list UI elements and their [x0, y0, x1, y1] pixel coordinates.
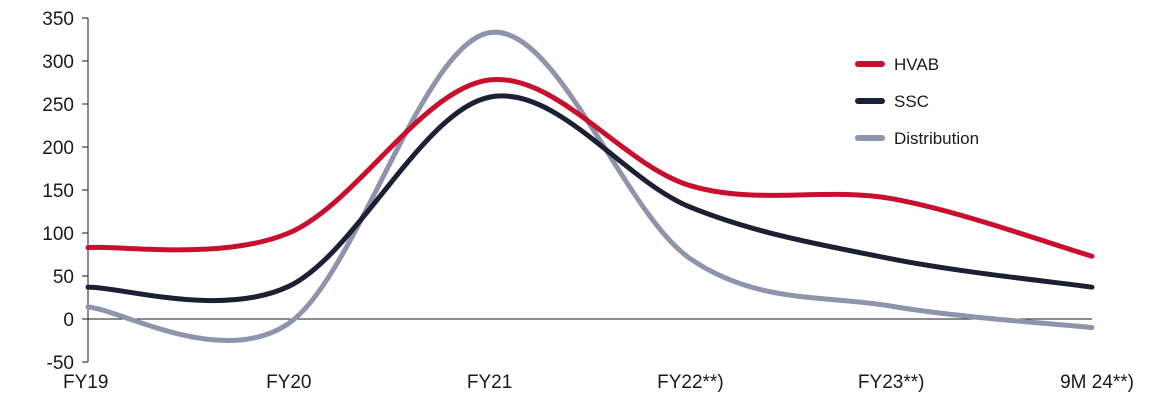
- x-tick-label: FY21: [467, 372, 512, 393]
- legend-label-hvab: HVAB: [894, 55, 939, 74]
- y-tick-label: 350: [42, 9, 74, 30]
- legend: HVAB SSC Distribution: [855, 55, 979, 148]
- series-line-distribution: [85, 30, 1095, 343]
- y-tick-label: 50: [53, 267, 74, 288]
- y-tick-label: 200: [42, 138, 74, 159]
- series-layer: [85, 30, 1095, 343]
- y-tick-label: 150: [42, 181, 74, 202]
- x-tick-label: FY22**): [657, 372, 724, 393]
- legend-label-distribution: Distribution: [894, 129, 979, 148]
- x-tick-label: FY23**): [858, 372, 925, 393]
- y-tick-label: -50: [47, 353, 74, 374]
- y-tick-label: 100: [42, 224, 74, 245]
- x-tick-label: FY19: [63, 372, 108, 393]
- y-axis: -50 0 50 100 150 200 250 300 350: [42, 9, 89, 374]
- x-axis: FY19 FY20 FY21 FY22**) FY23**) 9M 24**): [63, 318, 1134, 393]
- y-tick-label: 250: [42, 95, 74, 116]
- y-tick-label: 0: [63, 310, 74, 331]
- series-line-ssc: [85, 93, 1095, 304]
- series-line-hvab: [85, 77, 1095, 259]
- legend-label-ssc: SSC: [894, 92, 929, 111]
- y-tick-label: 300: [42, 52, 74, 73]
- x-tick-label: 9M 24**): [1060, 372, 1134, 393]
- x-tick-label: FY20: [266, 372, 311, 393]
